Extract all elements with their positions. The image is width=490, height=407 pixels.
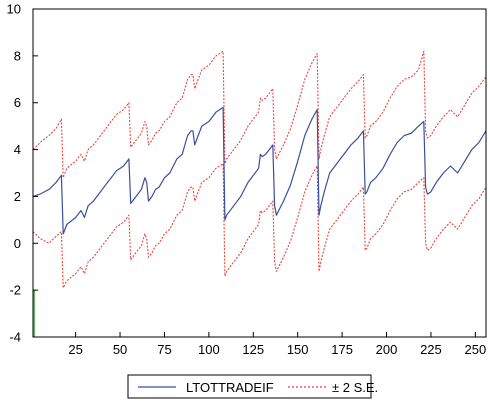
y-tick-label: 2 [14,189,21,204]
plot-frame [32,8,487,338]
x-tick-label: 150 [287,342,309,357]
x-tick-label: 225 [420,342,442,357]
series-layer [32,50,487,289]
legend: LTOTTRADEIF ± 2 S.E. [127,374,378,399]
axis-layer: -4 -2 0 2 4 6 8 10 25 50 75 100 125 150 175 200 225 250 [7,2,487,358]
legend-box [127,374,372,399]
y-tick-label: 4 [14,142,21,157]
y-tick-label: 10 [7,2,21,17]
legend-label-forecast: LTOTTRADEIF [186,380,274,395]
series-line-ltottradeif [32,106,487,235]
legend-label-band: ± 2 S.E. [332,380,378,395]
series-line-lower-band [32,163,487,289]
y-tick-label: 6 [14,95,21,110]
x-tick-label: 250 [464,342,486,357]
x-tick-label: 100 [198,342,220,357]
x-tick-label: 175 [331,342,353,357]
x-tick-label: 50 [113,342,127,357]
x-tick-label: 75 [157,342,171,357]
y-tick-label: -4 [9,330,21,345]
y-tick-label: 8 [14,48,21,63]
x-tick-label: 200 [376,342,398,357]
x-tick-label: 25 [68,342,82,357]
y-tick-label: 0 [14,236,21,251]
x-tick-label: 125 [242,342,264,357]
y-tick-label: -2 [9,283,21,298]
